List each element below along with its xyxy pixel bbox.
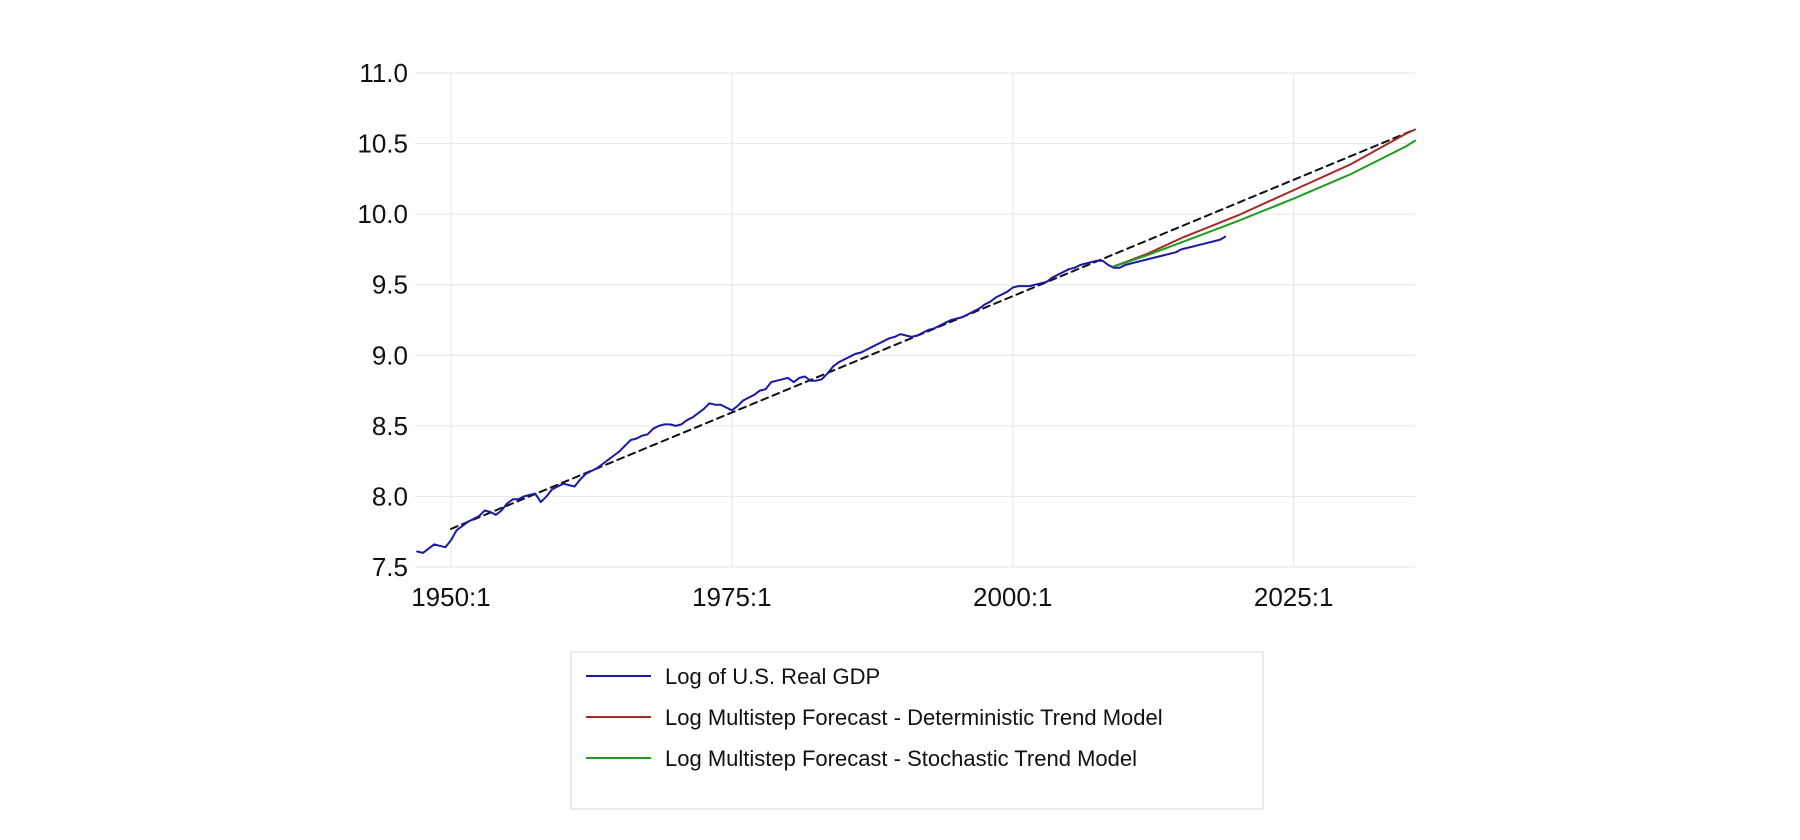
y-tick-label: 9.0 — [372, 340, 408, 370]
y-tick-label: 8.5 — [372, 411, 408, 441]
x-tick-label: 1975:1 — [692, 582, 772, 612]
legend-label-1: Log Multistep Forecast - Deterministic T… — [665, 705, 1163, 730]
x-tick-label: 1950:1 — [411, 582, 491, 612]
x-tick-label: 2025:1 — [1254, 582, 1334, 612]
y-tick-label: 11.0 — [359, 58, 408, 88]
plot-area: 7.5 8.0 8.5 9.0 9.5 10.0 10.5 11.0 1950:1 1975:1 2… — [357, 58, 1416, 612]
legend-label-0: Log of U.S. Real GDP — [665, 664, 880, 689]
y-tick-label: 7.5 — [372, 552, 408, 582]
series-line-1 — [1112, 128, 1416, 268]
legend: Log of U.S. Real GDP Log Multistep Foreca… — [570, 651, 1264, 810]
series-line-2 — [1112, 139, 1416, 268]
y-tick-label: 10.5 — [357, 129, 408, 159]
x-tick-label: 2000:1 — [973, 582, 1053, 612]
y-tick-label: 8.0 — [372, 481, 408, 511]
legend-box — [570, 651, 1264, 810]
y-tick-label: 10.0 — [357, 199, 408, 229]
legend-label-2: Log Multistep Forecast - Stochastic Tren… — [665, 746, 1137, 771]
y-tick-label: 9.5 — [372, 270, 408, 300]
series-line-0 — [416, 235, 1227, 554]
